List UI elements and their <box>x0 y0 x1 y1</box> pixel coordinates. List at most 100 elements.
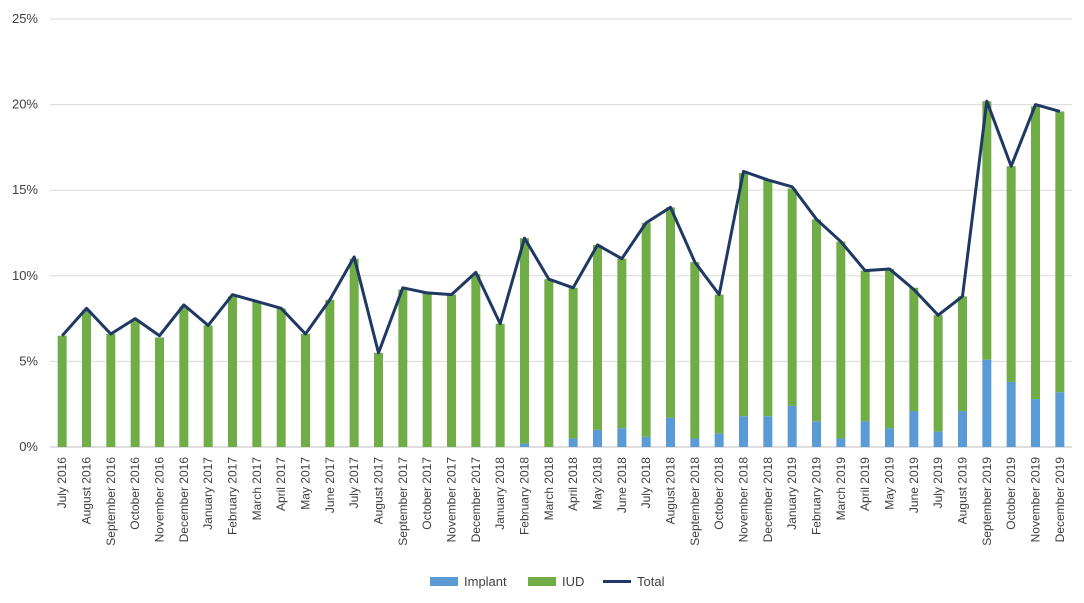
x-tick-label: December 2018 <box>761 457 775 543</box>
bar-implant <box>1006 381 1016 447</box>
bar-iud <box>276 308 286 447</box>
bar-iud <box>520 238 529 444</box>
bar-implant <box>763 416 773 447</box>
line-total <box>61 99 1061 355</box>
x-tick-label: August 2019 <box>956 457 970 525</box>
y-tick-label: 0% <box>19 439 38 454</box>
bar-iud <box>933 315 943 432</box>
bar-implant <box>812 421 821 447</box>
x-tick-label: August 2018 <box>664 457 678 525</box>
bar-iud <box>495 323 505 447</box>
x-tick-label: September 2016 <box>104 457 118 546</box>
x-tick-label: June 2018 <box>615 457 629 513</box>
x-tick-label: January 2019 <box>785 457 799 530</box>
x-tick-label: June 2019 <box>907 457 921 513</box>
x-tick-label: February 2017 <box>226 457 240 535</box>
bar-implant <box>714 433 724 447</box>
gridlines <box>50 18 1072 448</box>
bar-implant <box>1055 392 1065 447</box>
bar-iud <box>252 301 262 447</box>
bar-iud <box>106 334 116 447</box>
bar-implant <box>836 438 846 447</box>
x-tick-label: July 2017 <box>347 457 361 509</box>
bar-iud <box>57 335 67 447</box>
x-tick-label: August 2016 <box>80 457 94 525</box>
bar-iud <box>325 299 335 447</box>
y-tick-label: 25% <box>12 11 38 26</box>
x-tick-label: March 2018 <box>542 457 556 521</box>
bar-iud <box>958 296 967 412</box>
bar-iud <box>860 270 870 422</box>
bar-implant <box>787 405 797 447</box>
x-axis-tick-labels: July 2016 August 2016 September 2016 Octobe… <box>55 457 1067 546</box>
x-tick-label: December 2016 <box>177 457 191 543</box>
x-tick-label: June 2017 <box>323 457 337 513</box>
bar-iud <box>641 222 651 437</box>
x-tick-label: May 2018 <box>591 457 605 510</box>
bar-iud <box>787 188 797 406</box>
x-tick-label: September 2019 <box>980 457 994 546</box>
bar-iud <box>1055 111 1065 393</box>
bar-iud <box>593 244 602 430</box>
x-tick-label: July 2019 <box>931 457 945 509</box>
x-tick-label: January 2017 <box>201 457 215 530</box>
bar-iud <box>1006 166 1016 382</box>
bar-iud <box>617 258 627 429</box>
x-tick-label: November 2019 <box>1029 457 1043 543</box>
bar-iud <box>82 310 91 447</box>
y-tick-label: 20% <box>12 97 38 112</box>
bar-iud <box>544 279 554 447</box>
bar-implant <box>739 416 748 447</box>
bar-iud <box>301 334 310 447</box>
bar-iud <box>471 274 481 447</box>
bar-implant <box>885 428 894 447</box>
x-tick-label: August 2017 <box>372 457 386 525</box>
x-tick-label: October 2016 <box>128 457 142 530</box>
legend-swatch-implant <box>430 577 458 586</box>
bar-implant <box>958 411 967 447</box>
bar-iud <box>690 262 700 439</box>
bar-iud <box>447 294 456 447</box>
x-tick-label: February 2019 <box>810 457 824 535</box>
bar-iud <box>812 219 821 422</box>
bar-iud <box>909 287 919 412</box>
x-tick-label: February 2018 <box>518 457 532 535</box>
bar-implant <box>933 431 943 447</box>
x-tick-label: March 2019 <box>834 457 848 521</box>
bar-iud <box>422 292 432 447</box>
legend-swatch-iud <box>528 577 556 586</box>
x-tick-label: October 2018 <box>712 457 726 530</box>
x-tick-label: April 2017 <box>274 457 288 511</box>
x-tick-label: May 2017 <box>299 457 313 510</box>
bar-implant <box>520 443 529 447</box>
x-tick-label: July 2018 <box>639 457 653 509</box>
bar-iud <box>398 289 408 447</box>
bar-iud <box>763 179 773 417</box>
bar-implant <box>690 438 700 447</box>
y-tick-label: 5% <box>19 353 38 368</box>
x-tick-label: November 2017 <box>445 457 459 543</box>
x-tick-label: March 2017 <box>250 457 264 521</box>
bar-iud <box>1031 106 1040 400</box>
x-tick-label: April 2019 <box>858 457 872 511</box>
x-tick-label: November 2016 <box>153 457 167 543</box>
y-tick-label: 10% <box>12 268 38 283</box>
bar-implant <box>568 438 578 447</box>
bar-implant <box>982 359 992 447</box>
bar-iud <box>836 241 846 439</box>
x-tick-label: October 2017 <box>420 457 434 530</box>
legend-label-iud: IUD <box>562 574 584 589</box>
bar-iud <box>739 173 748 417</box>
legend-label-implant: Implant <box>464 574 507 589</box>
x-tick-label: December 2017 <box>469 457 483 543</box>
bar-iud <box>666 207 675 418</box>
total-line <box>61 99 1061 355</box>
bar-iud <box>228 296 237 447</box>
bar-iud <box>179 306 189 447</box>
legend-label-total: Total <box>637 574 665 589</box>
bar-implant <box>593 429 602 447</box>
bar-iud <box>568 287 578 439</box>
bar-iud <box>155 337 164 447</box>
